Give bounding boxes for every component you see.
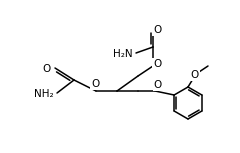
Text: O: O <box>43 64 51 74</box>
Text: O: O <box>191 70 199 80</box>
Text: H₂N: H₂N <box>113 49 133 59</box>
Text: NH₂: NH₂ <box>34 89 54 99</box>
Text: O: O <box>153 59 161 69</box>
Text: O: O <box>91 79 99 89</box>
Text: O: O <box>153 25 161 35</box>
Text: O: O <box>154 80 162 90</box>
